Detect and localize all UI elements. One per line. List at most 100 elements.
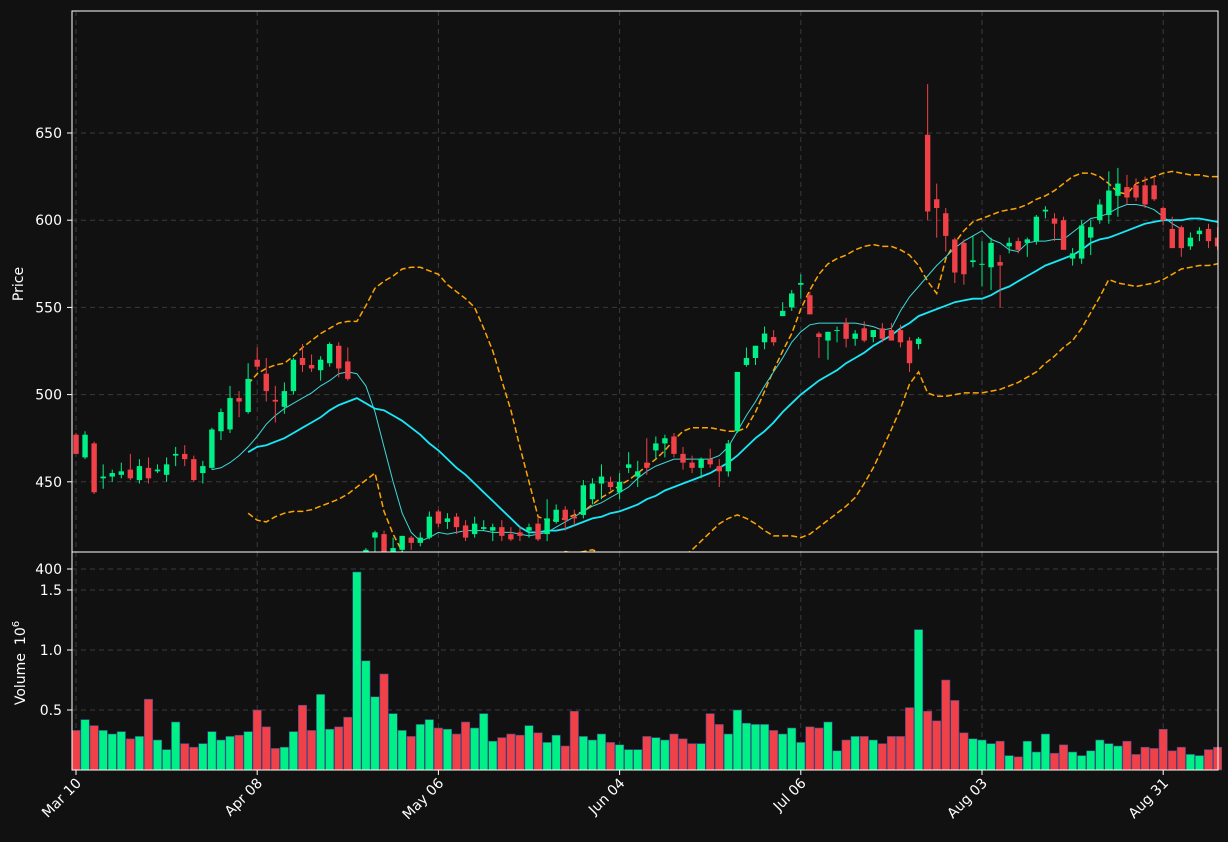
candle-body: [290, 359, 297, 392]
volume-axis-exponent: 6: [11, 621, 22, 627]
volume-bar: [995, 740, 1005, 771]
candle-body: [689, 462, 695, 468]
candle-body: [218, 412, 224, 432]
candle-body: [453, 516, 460, 528]
candle-body: [345, 361, 351, 379]
volume-bar: [180, 743, 190, 771]
volume-bar: [551, 734, 561, 771]
candle-body: [616, 481, 623, 493]
volume-bar: [488, 740, 498, 771]
volume-bar: [760, 724, 770, 771]
volume-bar: [1013, 756, 1023, 771]
volume-bar: [587, 739, 597, 771]
volume-bar: [334, 726, 344, 771]
volume-bar: [189, 746, 199, 771]
candle-body: [535, 523, 541, 540]
volume-axis-label: Volume 106: [11, 621, 29, 705]
volume-bar: [361, 660, 371, 771]
volume-bar: [261, 726, 271, 771]
candle-body: [1151, 185, 1157, 200]
candle-body: [209, 429, 215, 468]
volume-bar: [950, 700, 960, 771]
candle-body: [1196, 230, 1203, 235]
candle-body: [1069, 253, 1076, 259]
candle-body: [789, 293, 795, 308]
volume-tick-label: 1.5: [40, 583, 62, 599]
volume-axis: 0.5 1.0 1.5: [40, 583, 72, 719]
volume-bar: [1167, 750, 1177, 771]
volume-bar: [1077, 755, 1087, 771]
volume-bar: [741, 722, 751, 771]
candle-body: [1097, 204, 1103, 221]
candle-body: [825, 331, 831, 341]
candle-body: [272, 399, 279, 402]
volume-bar: [80, 719, 90, 771]
candle-body: [779, 310, 786, 317]
volume-bar: [832, 750, 842, 771]
price-gridlines: [72, 11, 1218, 570]
volume-bar: [524, 725, 534, 771]
candle-body: [1106, 190, 1112, 215]
volume-panel-frame: [71, 551, 1219, 771]
bollinger-bands: [247, 170, 1218, 552]
volume-tick-label: 0.5: [40, 703, 62, 719]
volume-bar: [1131, 754, 1141, 771]
candle-body: [1024, 239, 1030, 243]
candle-body: [807, 295, 813, 315]
volume-bar: [959, 732, 969, 771]
candle-body: [200, 466, 206, 474]
volume-bar: [1104, 743, 1114, 771]
volume-bar: [270, 748, 280, 771]
candle-body: [671, 436, 677, 454]
candle-body: [979, 263, 985, 265]
volume-bar: [560, 745, 570, 771]
volume-bar: [651, 737, 661, 771]
volume-bar: [877, 743, 887, 771]
volume-bar: [388, 713, 398, 771]
candle-body: [471, 523, 478, 535]
candle-body: [589, 483, 596, 500]
volume-bar: [452, 733, 462, 771]
candle-body: [163, 464, 170, 475]
candle-body: [680, 453, 686, 463]
volume-bar: [207, 731, 217, 771]
candle-body: [870, 330, 876, 338]
volume-bar: [307, 730, 317, 771]
moving-average-lines: [211, 204, 1218, 542]
volume-bar: [506, 733, 516, 771]
volume-bar: [932, 720, 942, 771]
candle-body: [326, 344, 333, 364]
candle-body: [73, 434, 79, 454]
candle-body: [1033, 216, 1040, 242]
price-tick-label: 600: [35, 213, 62, 229]
candle-body: [1006, 242, 1012, 247]
volume-bar: [723, 733, 733, 771]
candle-body: [635, 471, 641, 477]
slow-moving-average-line: [247, 217, 1218, 534]
candle-body: [961, 242, 967, 275]
volume-bar: [750, 724, 760, 771]
volume-bar: [162, 749, 172, 771]
volume-bar: [769, 730, 779, 771]
volume-bar: [415, 724, 425, 771]
upper-band-line: [247, 170, 1218, 521]
candle-body: [182, 453, 188, 460]
candle-body: [399, 535, 405, 550]
volume-bar: [1095, 739, 1105, 771]
price-tick-label: 500: [35, 388, 62, 404]
volume-bar: [198, 743, 208, 771]
volume-bar: [225, 736, 235, 771]
candle-body: [390, 548, 396, 552]
volume-bar: [297, 704, 307, 771]
volume-bar: [479, 713, 489, 771]
candle-body: [653, 443, 659, 451]
volume-bar: [714, 724, 724, 771]
volume-bar: [977, 739, 987, 771]
candle-body: [906, 340, 913, 364]
candle-body: [109, 473, 115, 477]
candle-body: [1214, 237, 1218, 247]
candle-body: [743, 357, 750, 365]
volume-bar: [923, 710, 933, 771]
